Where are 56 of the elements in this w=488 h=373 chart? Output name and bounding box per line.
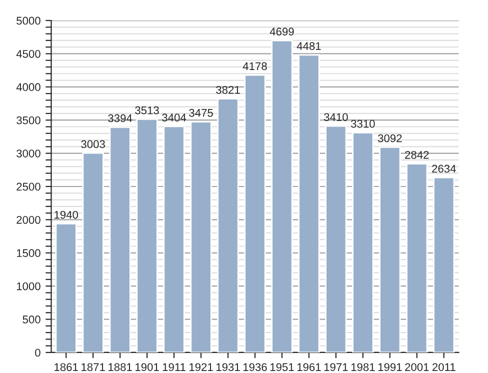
bar [352,132,374,352]
bar [82,152,104,352]
bar [271,40,293,352]
bar [190,121,212,352]
data-label: 2634 [432,164,456,173]
y-tick-label: 5000 [16,16,40,25]
data-label: 4481 [296,42,321,50]
bar [217,98,239,352]
bar [406,163,428,352]
data-label: 3475 [189,108,213,117]
data-label: 3513 [135,106,159,114]
y-tick-label: 3000 [16,150,40,158]
data-label: 4178 [242,62,267,70]
x-tick-label: 1861 [54,363,78,372]
data-label: 3821 [216,86,240,94]
data-label: 3092 [378,134,402,142]
y-tick-label: 4500 [16,50,40,58]
x-tick-label: 1951 [270,363,294,372]
data-label: 1940 [54,210,78,219]
data-label: 2842 [405,150,429,159]
x-tick-label: 1971 [324,363,348,372]
x-tick-label: 1871 [82,363,105,372]
x-tick-label: 1931 [216,363,240,372]
x-tick-label: 1981 [351,363,375,372]
bar [109,126,131,352]
bar [136,118,158,352]
data-label: 4699 [270,28,294,36]
y-tick-label: 2000 [16,216,40,224]
bar [433,176,455,352]
y-tick-label: 500 [22,316,40,324]
bar [55,222,77,352]
bar [298,54,320,352]
y-tick-label: 1000 [16,282,40,290]
data-label: 3394 [108,114,132,122]
data-label: 3404 [162,114,186,122]
bar [244,74,266,352]
data-label: 3410 [324,113,348,122]
y-tick-label: 0 [35,348,40,357]
x-tick-label: 1936 [243,363,267,372]
bar [325,125,347,352]
y-tick-label: 2500 [16,182,40,191]
data-label: 3003 [81,140,105,148]
y-tick-label: 4000 [16,83,40,92]
x-tick-label: 1901 [136,363,159,372]
bar [163,126,185,352]
y-tick-label: 1500 [16,249,40,258]
x-tick-label: 1991 [378,363,402,372]
data-label: 3310 [350,120,375,128]
x-tick-label: 1961 [297,363,321,372]
x-tick-label: 1881 [108,363,132,372]
x-tick-label: 2011 [432,363,456,372]
x-tick-label: 1911 [162,363,186,372]
x-tick-label: 1921 [190,363,213,372]
x-tick-label: 2001 [405,363,429,372]
y-tick-label: 3500 [16,116,40,124]
bar [379,146,401,352]
